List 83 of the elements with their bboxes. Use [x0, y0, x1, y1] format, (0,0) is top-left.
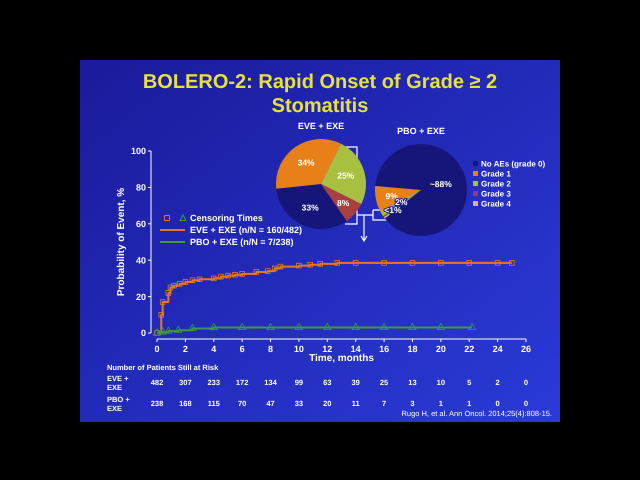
x-tick-label: 26 — [520, 344, 532, 354]
x-tick-label: 10 — [294, 344, 304, 354]
x-tick-label: 4 — [211, 344, 216, 354]
y-tick-label: 20 — [136, 292, 146, 302]
point — [160, 299, 166, 305]
point — [278, 264, 284, 270]
point — [438, 260, 444, 266]
x-tick-label: 16 — [379, 344, 390, 354]
legend-label: PBO + EXE (n/N = 7/238) — [190, 237, 294, 248]
y-tick-label: 60 — [136, 218, 146, 229]
point — [509, 260, 515, 266]
legend-label: Grade 2 — [481, 179, 512, 188]
point — [218, 274, 224, 280]
point — [158, 312, 164, 318]
point — [323, 323, 332, 330]
legend-label: Grade 4 — [481, 199, 512, 208]
legend-title: Censoring Times — [190, 213, 263, 224]
y-tick-label: 100 — [130, 146, 146, 156]
data-label: 33% — [302, 202, 320, 213]
point — [188, 324, 196, 331]
y-axis-title: Probability of Event, % — [116, 188, 127, 296]
point — [334, 260, 340, 266]
point — [190, 277, 196, 283]
point — [254, 269, 260, 275]
point — [410, 260, 416, 266]
legend-label: EVE + EXE (n/N = 160/482) — [190, 225, 302, 236]
x-tick-label: 2 — [182, 344, 188, 354]
chart-title: BOLERO-2: Rapid Onset of Grade ≥ 2 Stomatitis — [142, 71, 498, 117]
point — [266, 323, 274, 330]
data-label: 25% — [337, 170, 355, 181]
point — [166, 290, 172, 296]
legend-label: No AEs (grade 0) — [481, 159, 546, 168]
point — [182, 279, 188, 285]
x-tick-label: 18 — [407, 344, 418, 354]
point — [352, 323, 360, 330]
point — [196, 276, 202, 282]
point — [239, 271, 245, 277]
point — [238, 323, 246, 330]
x-tick-label: 20 — [436, 344, 446, 354]
x-tick-label: 8 — [268, 344, 274, 354]
data-label: 34% — [298, 158, 316, 168]
x-tick-label: 22 — [464, 344, 474, 354]
point — [168, 284, 174, 290]
point — [436, 323, 445, 330]
y-tick-label: 80 — [136, 182, 146, 193]
x-axis-title: Time, months — [309, 353, 374, 364]
point — [408, 323, 416, 330]
point — [176, 281, 182, 287]
point — [296, 262, 302, 268]
legend-label: Grade 3 — [481, 189, 512, 198]
point — [380, 323, 388, 330]
point — [232, 272, 238, 278]
point — [211, 276, 217, 282]
pie-slice — [321, 144, 366, 204]
chart-title: EVE + EXE — [298, 121, 344, 131]
pie-slice — [375, 144, 467, 236]
x-tick-label: 14 — [350, 344, 361, 354]
x-tick-label: 12 — [322, 344, 332, 354]
y-tick-label: 40 — [136, 255, 146, 266]
point — [225, 272, 231, 278]
x-tick-label: 24 — [492, 344, 503, 354]
data-label: 8% — [336, 198, 350, 208]
point — [468, 323, 476, 330]
point — [294, 323, 303, 330]
point — [317, 261, 323, 267]
point — [494, 260, 500, 266]
point — [158, 328, 167, 335]
chart-title: PBO + EXE — [397, 126, 445, 136]
point — [466, 260, 472, 266]
x-tick-label: 0 — [154, 344, 160, 354]
point — [308, 262, 314, 268]
point — [381, 260, 387, 266]
point — [171, 282, 177, 288]
point — [352, 260, 358, 266]
data-label: ~88% — [430, 179, 452, 190]
point — [164, 326, 172, 334]
point — [174, 326, 182, 333]
point — [272, 266, 278, 272]
legend-label: Grade 1 — [481, 169, 512, 178]
point — [210, 323, 218, 330]
x-tick-label: 6 — [240, 344, 245, 354]
point — [264, 268, 270, 274]
y-tick-label: 0 — [140, 328, 146, 338]
